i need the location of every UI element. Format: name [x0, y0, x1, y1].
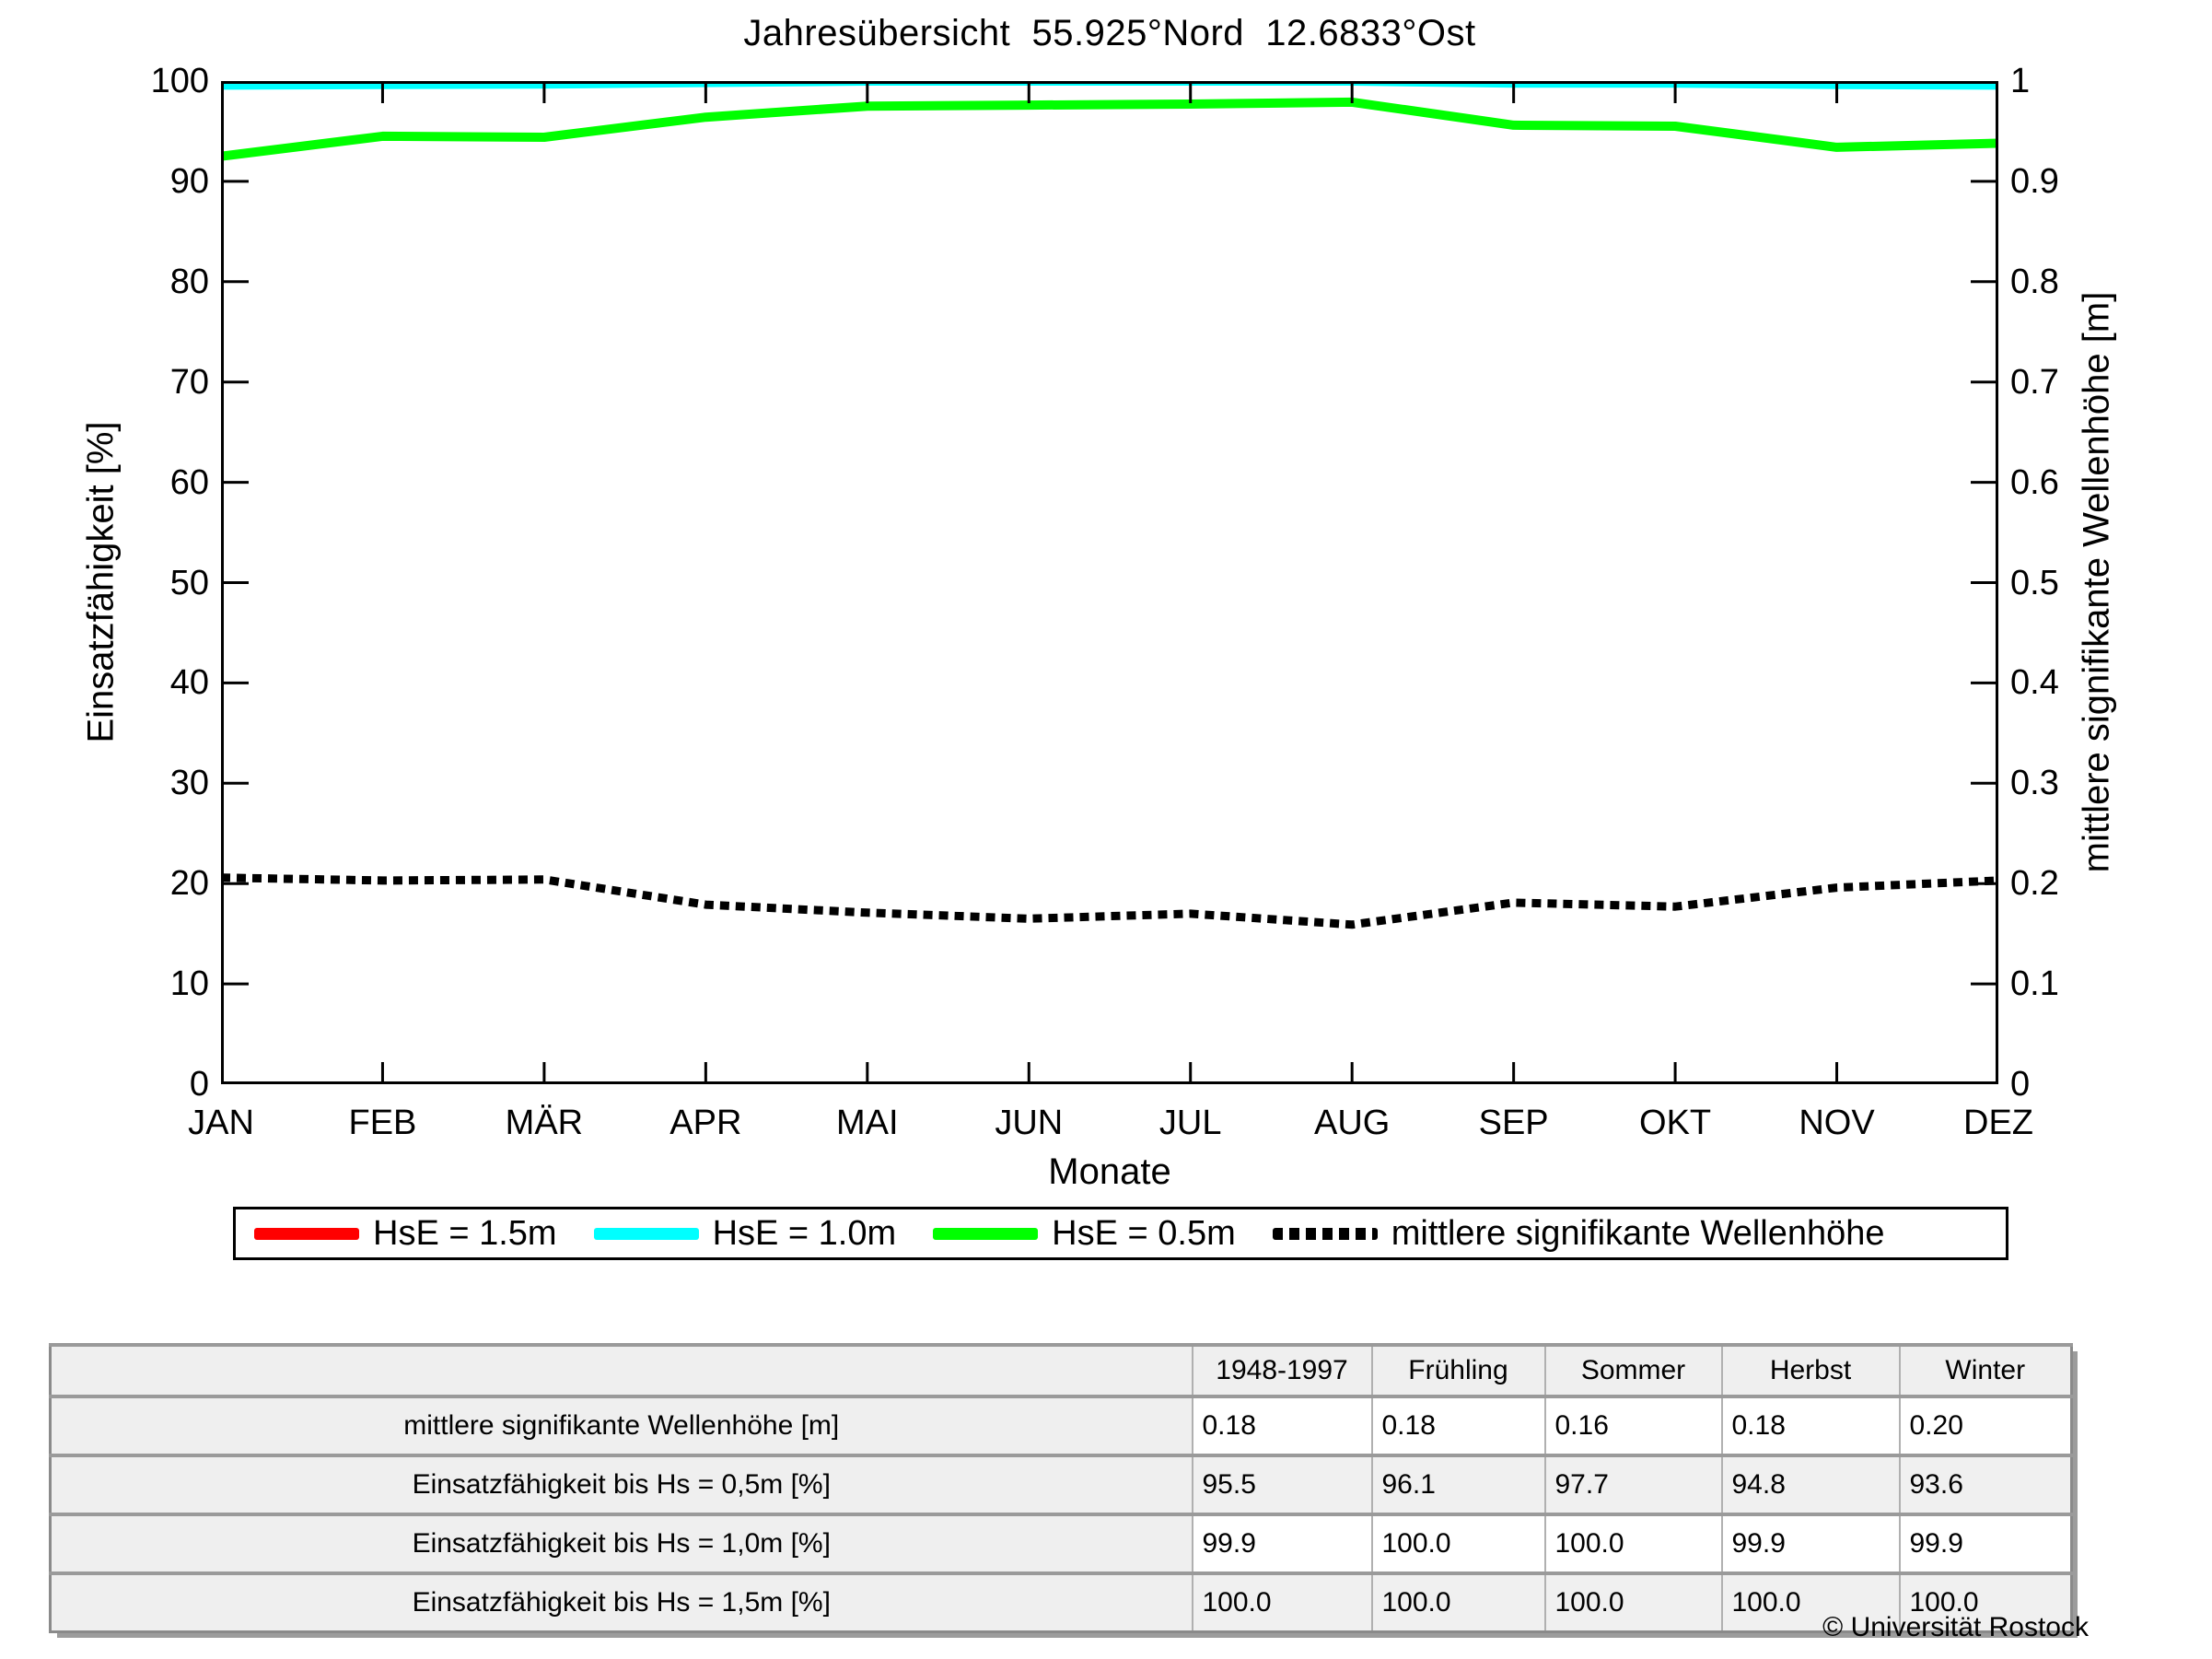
- y-tick-label-right: 0.7: [2010, 362, 2059, 402]
- x-tick-label: NOV: [1799, 1104, 1875, 1142]
- legend: HsE = 1.5m HsE = 1.0m HsE = 0.5m mittlere s…: [233, 1207, 2008, 1260]
- table-value-cell: 0.18: [1191, 1395, 1372, 1455]
- legend-item: HsE = 0.5m: [933, 1214, 1236, 1254]
- y-tick-label-right: 0.8: [2010, 262, 2059, 301]
- y-tick-label-left: 70: [169, 362, 209, 402]
- y-tick-label-left: 50: [169, 563, 209, 602]
- x-tick-label: DEZ: [1963, 1104, 2033, 1142]
- table-value-cell: 0.16: [1543, 1395, 1722, 1455]
- x-tick-label: SEP: [1478, 1104, 1549, 1142]
- x-tick-label: AUG: [1313, 1104, 1391, 1142]
- table-row-label: Einsatzfähigkeit bis Hs = 1,0m [%]: [49, 1513, 1193, 1573]
- table-header-cell: Winter: [1898, 1343, 2072, 1396]
- y-tick-label-left: 90: [169, 161, 209, 201]
- y-tick-label-left: 100: [150, 62, 209, 100]
- table-value-cell: 0.18: [1720, 1395, 1900, 1455]
- season-statistics-table: 1948-1997 Frühling Sommer Herbst Winter mitt…: [49, 1343, 2073, 1633]
- table-row: mittlere signifikante Wellenhöhe [m] 0.18…: [49, 1395, 2072, 1455]
- legend-label: HsE = 0.5m: [1052, 1213, 1236, 1253]
- x-tick-label: JUL: [1158, 1104, 1222, 1142]
- table-row-label: Einsatzfähigkeit bis Hs = 0,5m [%]: [49, 1454, 1193, 1514]
- y-tick-label-left: 30: [169, 764, 209, 803]
- table-header-cell: Sommer: [1543, 1343, 1722, 1396]
- legend-line-swatch: [254, 1227, 359, 1240]
- legend-dotted-line-swatch: [1272, 1227, 1378, 1240]
- chart-title: Jahresübersicht 55.925°Nord 12.6833°Ost: [743, 13, 1476, 53]
- y-tick-label-right: 0.6: [2010, 462, 2059, 502]
- table-row-label: mittlere signifikante Wellenhöhe [m]: [49, 1395, 1193, 1455]
- legend-line-swatch: [933, 1227, 1039, 1240]
- legend-line-swatch: [593, 1227, 699, 1240]
- table-value-cell: 100.0: [1191, 1571, 1372, 1632]
- x-axis-label: Monate: [1048, 1151, 1171, 1192]
- y-tick-label-left: 80: [169, 262, 209, 301]
- legend-item: HsE = 1.5m: [254, 1214, 557, 1254]
- series-line-mittlere-signifikante-wellenh-he: [221, 873, 1998, 929]
- y-tick-label-left: 0: [189, 1065, 209, 1104]
- x-tick-label: JUN: [995, 1104, 1064, 1142]
- table-row: Einsatzfähigkeit bis Hs = 1,5m [%] 100.0 1…: [49, 1571, 2072, 1632]
- table-value-cell: 100.0: [1370, 1513, 1545, 1573]
- table-header-cell: Herbst: [1720, 1343, 1900, 1396]
- table-value-cell: 100.0: [1543, 1571, 1722, 1632]
- table-value-cell: 0.20: [1898, 1395, 2072, 1455]
- y-tick-label-left: 10: [169, 964, 209, 1004]
- y-tick-label-right: 1: [2010, 62, 2031, 100]
- legend-label: HsE = 1.0m: [712, 1213, 897, 1253]
- table-value-cell: 97.7: [1543, 1454, 1722, 1514]
- table-value-cell: 99.9: [1898, 1513, 2072, 1573]
- table-value-cell: 100.0: [1898, 1571, 2072, 1632]
- table-value-cell: 95.5: [1191, 1454, 1372, 1514]
- y-tick-label-right: 0.9: [2010, 161, 2059, 201]
- y-tick-label-right: 0.2: [2010, 864, 2059, 904]
- y-tick-label-left: 40: [169, 663, 209, 703]
- table-value-cell: 99.9: [1191, 1513, 1372, 1573]
- x-tick-label: MAI: [836, 1104, 899, 1142]
- plot-frame: [221, 81, 1998, 1084]
- y-tick-label-left: 60: [169, 462, 209, 502]
- y-tick-label-left: 20: [169, 864, 209, 904]
- table-value-cell: 94.8: [1720, 1454, 1900, 1514]
- copyright-notice: © Universität Rostock: [1822, 1612, 2089, 1642]
- series-line-hse-0.5m: [221, 97, 1998, 161]
- table-row-label: Einsatzfähigkeit bis Hs = 1,5m [%]: [49, 1571, 1193, 1632]
- x-tick-label: FEB: [348, 1104, 417, 1142]
- legend-label: mittlere signifikante Wellenhöhe: [1391, 1213, 1885, 1253]
- plot-area: [221, 81, 1998, 1084]
- table-header-cell: Frühling: [1370, 1343, 1545, 1396]
- table-value-cell: 100.0: [1720, 1571, 1900, 1632]
- table-value-cell: 99.9: [1720, 1513, 1900, 1573]
- x-tick-label: APR: [669, 1104, 742, 1142]
- y-tick-label-right: 0.5: [2010, 563, 2059, 602]
- table-row: Einsatzfähigkeit bis Hs = 1,0m [%] 99.9 10…: [49, 1513, 2072, 1573]
- legend-item: mittlere signifikante Wellenhöhe: [1272, 1213, 1885, 1254]
- table-value-cell: 100.0: [1370, 1571, 1545, 1632]
- y-tick-label-right: 0: [2010, 1065, 2031, 1104]
- table-value-cell: 0.18: [1370, 1395, 1545, 1455]
- y-tick-label-right: 0.1: [2010, 964, 2059, 1004]
- y-tick-label-right: 0.4: [2010, 663, 2059, 703]
- table-value-cell: 100.0: [1543, 1513, 1722, 1573]
- table-header-cell: [49, 1343, 1193, 1396]
- table-value-cell: 93.6: [1898, 1454, 2072, 1514]
- table-header-cell: 1948-1997: [1191, 1343, 1372, 1396]
- legend-label: HsE = 1.5m: [373, 1213, 557, 1253]
- y-tick-label-right: 0.3: [2010, 764, 2059, 803]
- table-value-cell: 96.1: [1370, 1454, 1545, 1514]
- x-tick-label: JAN: [188, 1104, 254, 1142]
- legend-item: HsE = 1.0m: [593, 1213, 897, 1254]
- x-tick-label: MÄR: [505, 1104, 584, 1142]
- table-row: Einsatzfähigkeit bis Hs = 0,5m [%] 95.5 96…: [49, 1454, 2072, 1514]
- x-tick-label: OKT: [1639, 1104, 1712, 1142]
